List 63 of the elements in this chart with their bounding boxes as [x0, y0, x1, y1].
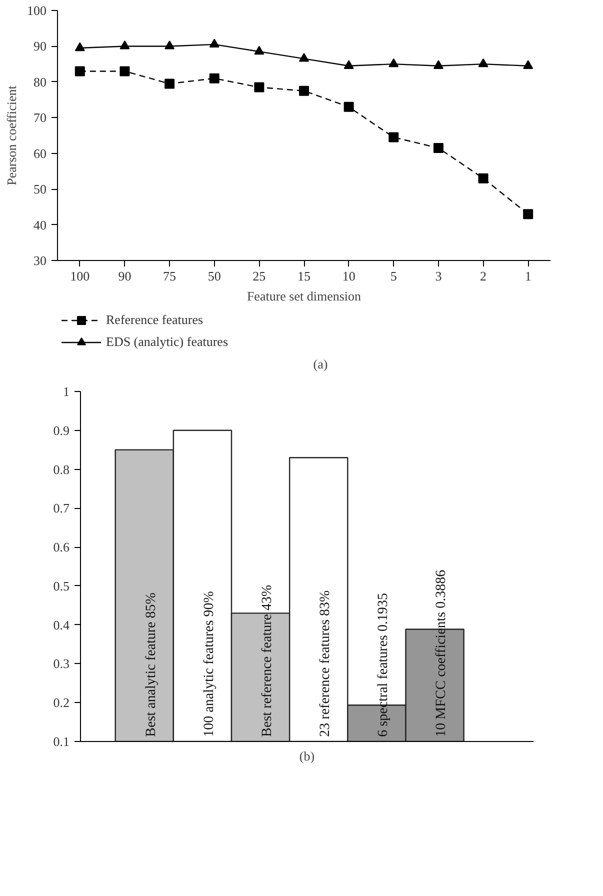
text: (a) — [313, 356, 328, 372]
legend-label: EDS (analytic) features — [106, 334, 228, 350]
x-tick-label: 10 — [342, 268, 356, 284]
y-tick-label: 0.4 — [53, 617, 70, 632]
x-tick-label: Best reference feature 43% — [260, 584, 276, 737]
x-tick-label: 3 — [435, 268, 442, 284]
legend-label: Reference features — [106, 312, 204, 328]
point — [74, 66, 85, 76]
y-tick-label: 0.1 — [53, 734, 70, 749]
point — [299, 86, 309, 96]
point — [299, 53, 309, 62]
x-tick-label: Best analytic feature 85% — [144, 592, 159, 737]
point — [120, 66, 130, 76]
y-tick-label: 0.3 — [53, 656, 70, 672]
point — [209, 73, 220, 84]
text: (b) — [299, 748, 315, 764]
point — [433, 143, 444, 153]
point — [120, 40, 130, 50]
point — [254, 82, 264, 92]
x-tick-label: 5 — [390, 268, 397, 284]
x-tick-label: 2 — [480, 268, 487, 284]
x-tick-label: 6 spectral features 0.1935 — [376, 592, 392, 737]
x-tick-label: 10 MFCC coefficients 0.3886 — [434, 570, 450, 737]
x-tick-label: 50 — [208, 268, 221, 284]
y-tick-label: 90 — [34, 38, 46, 54]
x-tick-label: 15 — [298, 268, 310, 284]
x-tick-label: 100 analytic features 90% — [202, 590, 217, 737]
x-tick-label: 100 — [70, 268, 90, 284]
x-tick-label: 23 reference features 83% — [318, 590, 334, 737]
point — [388, 132, 399, 142]
point — [433, 60, 444, 69]
y-tick-label: 0.2 — [53, 695, 70, 710]
y-tick-label: 1 — [63, 384, 70, 399]
point — [164, 78, 175, 89]
y-tick-label: 40 — [34, 217, 46, 232]
y-tick-label: 50 — [34, 182, 46, 197]
x-tick-label: 90 — [118, 268, 132, 284]
y-tick-label: 0.6 — [53, 540, 70, 555]
point — [344, 60, 354, 69]
point — [209, 38, 220, 48]
point — [478, 58, 488, 68]
point — [523, 60, 534, 69]
x-tick-label: 25 — [252, 268, 266, 284]
y-tick-label: 0.8 — [53, 462, 70, 477]
x-tick-label: 1 — [524, 268, 532, 284]
x-tick-label: 75 — [163, 268, 176, 284]
point — [523, 209, 534, 220]
y-axis-title: Pearson coefficient — [4, 85, 19, 186]
point — [344, 102, 354, 112]
point — [388, 58, 399, 68]
point — [74, 42, 85, 52]
y-tick-label: 30 — [34, 253, 46, 268]
point — [164, 40, 175, 50]
y-tick-label: 100 — [27, 3, 46, 18]
y-tick-label: 70 — [34, 110, 46, 126]
y-tick-label: 0.5 — [53, 578, 70, 594]
point — [254, 46, 264, 55]
x-axis-title: Feature set dimension — [246, 288, 362, 304]
y-tick-label: 0.9 — [53, 422, 70, 438]
y-tick-label: 60 — [34, 146, 46, 161]
y-tick-label: 80 — [34, 74, 46, 90]
point — [478, 173, 488, 184]
y-tick-label: 0.7 — [53, 500, 70, 516]
